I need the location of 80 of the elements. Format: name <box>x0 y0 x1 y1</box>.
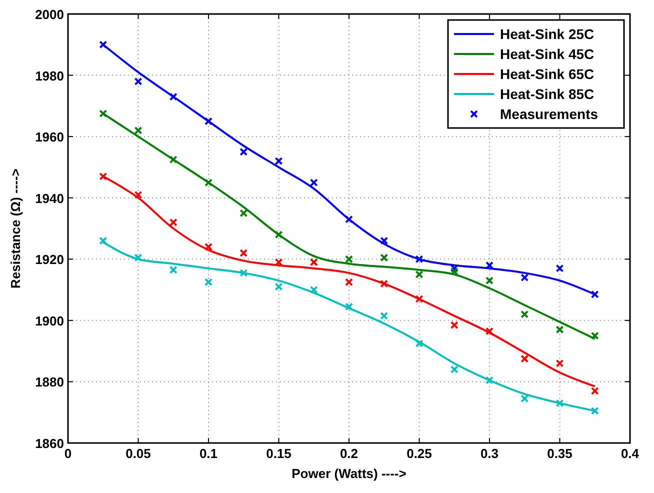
x-tick-label: 0.25 <box>406 446 432 461</box>
legend-label: Heat-Sink 85C <box>500 86 594 102</box>
point <box>486 276 494 285</box>
x-tick-label: 0.1 <box>199 446 218 461</box>
point <box>134 254 142 262</box>
y-tick-label: 1980 <box>35 68 64 84</box>
y-tick-label: 1960 <box>35 130 64 145</box>
point <box>415 294 424 303</box>
point <box>274 157 283 166</box>
x-tick-label: 0 <box>64 446 72 461</box>
point <box>590 332 599 340</box>
point <box>310 178 318 187</box>
legend-label: Heat-Sink 65C <box>500 66 594 82</box>
point <box>310 286 318 294</box>
point <box>169 92 178 101</box>
point <box>450 321 458 330</box>
point <box>486 327 494 336</box>
point <box>240 148 248 156</box>
point <box>274 282 283 291</box>
x-tick-label: 0.05 <box>126 446 151 461</box>
point <box>380 236 388 245</box>
line-series <box>102 44 596 296</box>
point <box>204 117 212 126</box>
point <box>204 242 212 251</box>
x-axis-title: Power (Watts) ----> <box>292 466 407 481</box>
x-tick-label: 0.2 <box>340 446 358 461</box>
point <box>240 249 248 258</box>
y-tick-label: 1900 <box>35 313 64 328</box>
point <box>556 264 564 272</box>
point <box>520 394 529 403</box>
point <box>520 310 529 318</box>
point <box>415 270 424 278</box>
point <box>204 178 212 187</box>
point <box>345 278 353 286</box>
legend-label: Heat-Sink 45C <box>500 46 594 62</box>
point <box>99 40 108 49</box>
point <box>590 406 599 415</box>
point <box>99 172 108 180</box>
y-tick-label: 1880 <box>35 374 64 390</box>
point <box>380 254 388 262</box>
point <box>99 236 108 245</box>
point <box>345 302 353 311</box>
point <box>99 110 108 118</box>
point <box>556 359 564 368</box>
point <box>450 365 458 374</box>
point <box>590 290 599 298</box>
y-tick-label: 1920 <box>35 252 64 268</box>
point <box>134 190 142 199</box>
point <box>134 77 142 86</box>
point <box>134 126 142 134</box>
point <box>520 354 529 363</box>
point <box>345 215 353 224</box>
x-tick-label: 0.15 <box>266 446 292 461</box>
point <box>345 255 353 264</box>
point <box>204 278 212 286</box>
point <box>556 399 564 408</box>
point <box>415 255 424 264</box>
point <box>486 376 494 384</box>
point <box>380 280 388 288</box>
point <box>169 266 178 274</box>
legend-label: Heat-Sink 25C <box>500 26 594 42</box>
point <box>520 274 529 282</box>
point <box>415 339 424 348</box>
point <box>450 267 458 276</box>
legend-label: Measurements <box>500 106 598 122</box>
point <box>240 209 248 218</box>
point <box>556 326 564 334</box>
x-tick-label: 0.4 <box>620 446 640 461</box>
point <box>380 312 388 320</box>
y-tick-label: 1860 <box>35 436 64 451</box>
line-series <box>102 241 596 412</box>
point <box>169 218 178 226</box>
y-tick-label: 1940 <box>35 190 64 206</box>
y-tick-label: 2000 <box>35 7 64 22</box>
y-axis-title: Resistance (Ω) ----> <box>8 168 23 288</box>
x-tick-label: 0.35 <box>547 446 572 461</box>
point <box>240 268 248 277</box>
point <box>169 156 178 164</box>
x-tick-label: 0.3 <box>480 446 499 461</box>
point <box>274 230 283 239</box>
